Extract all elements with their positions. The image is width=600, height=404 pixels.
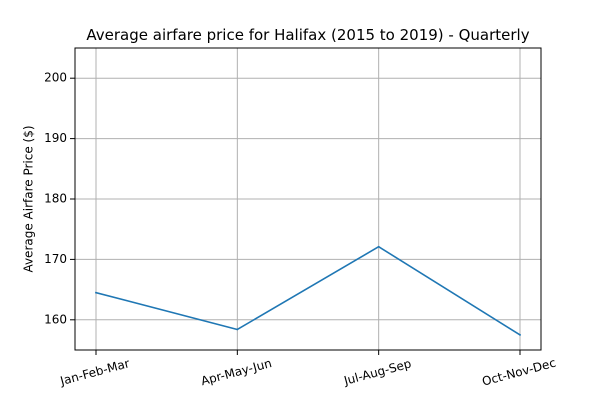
data-point (519, 334, 521, 336)
line-layer (95, 245, 522, 337)
x-tick-label: Jul-Aug-Sep (342, 356, 413, 388)
data-point (236, 328, 239, 331)
y-tick-label: 170 (44, 252, 67, 266)
series-line (95, 245, 522, 337)
ticks-layer: Jan-Feb-Mar Apr-May-Jun Jul-Aug-Sep Oct-Nov… (44, 71, 557, 389)
y-tick-label: 160 (44, 312, 67, 326)
x-tick-label: Oct-Nov-Dec (481, 356, 558, 389)
x-tick-label: Apr-May-Jun (199, 356, 273, 388)
grid-layer (75, 48, 541, 350)
chart-title: Average airfare price for Halifax (2015 … (86, 26, 529, 44)
data-point (95, 291, 97, 294)
x-tick-label: Jan-Feb-Mar (58, 356, 131, 388)
y-tick-label: 190 (44, 131, 67, 145)
y-axis-label: Average Airfare Price ($) (22, 125, 36, 272)
y-tick-label: 180 (44, 192, 67, 206)
y-tick-label: 200 (44, 71, 67, 85)
data-point (377, 245, 380, 248)
